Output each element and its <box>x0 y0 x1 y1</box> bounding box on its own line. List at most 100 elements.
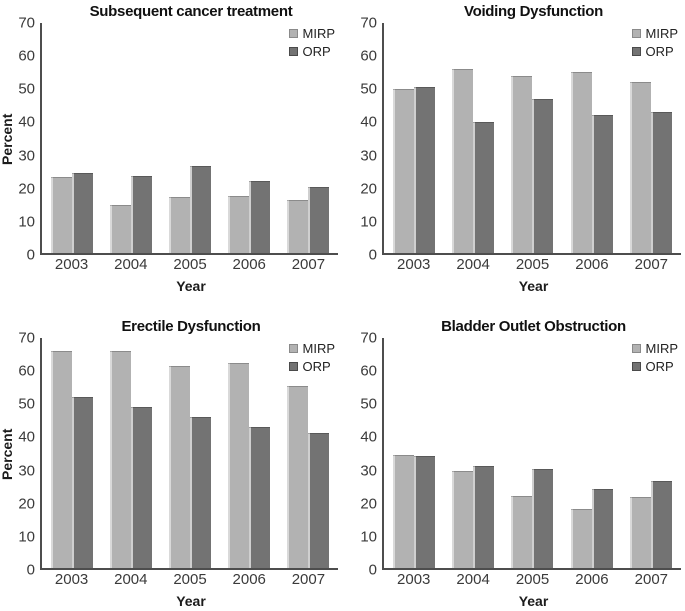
chart-panel-subsequent-cancer-treatment: Subsequent cancer treatment Percent 0 10 20 3… <box>0 0 342 300</box>
y-tick-label: 30 <box>18 462 35 480</box>
x-tick-label-2004: 2004 <box>114 571 148 588</box>
bar-mirp-2004 <box>452 471 474 568</box>
bar-orp-2003 <box>413 87 435 253</box>
bar-mirp-2007 <box>630 497 652 568</box>
y-tick-label: 60 <box>18 47 35 65</box>
bar-group-2003 <box>50 23 93 253</box>
bar-group-2006 <box>228 23 271 253</box>
legend-label-mirp: MIRP <box>645 341 679 356</box>
chart-body: 0 10 20 30 40 50 60 70 MIRP ORP <box>342 16 685 263</box>
y-tick-label: 70 <box>18 14 35 32</box>
legend-item-mirp: MIRP <box>288 26 336 41</box>
x-tick-label-2005: 2005 <box>515 571 550 588</box>
bar-orp-2006 <box>249 180 271 253</box>
y-axis-label-column: Percent <box>0 23 15 255</box>
legend-item-orp: ORP <box>631 45 679 58</box>
bar-mirp-2004 <box>109 205 131 253</box>
y-tick-label: 0 <box>368 561 377 579</box>
orp-legend-marker-icon <box>631 362 641 371</box>
y-tick-label: 20 <box>18 495 35 513</box>
x-axis-ticks: 2003 2004 2005 2006 2007 <box>0 255 342 274</box>
bar-groups <box>384 338 681 568</box>
legend-item-mirp: MIRP <box>631 27 678 40</box>
y-tick-label: 40 <box>18 428 35 446</box>
x-axis-ticks: 2003 2004 2005 2006 2007 <box>342 255 685 274</box>
y-axis-ticks: 0 10 20 30 40 50 60 70 <box>356 16 382 263</box>
x-tick-cells: 2003 2004 2005 2006 2007 <box>42 255 338 274</box>
x-axis-spacer <box>342 570 384 589</box>
y-tick-label: 60 <box>18 362 35 380</box>
orp-legend-marker-icon <box>631 47 641 56</box>
legend: MIRP ORP <box>288 26 336 58</box>
y-tick-label: 20 <box>18 180 35 198</box>
chart-panel-voiding-dysfunction: Voiding Dysfunction 0 10 20 30 40 50 60 70 MIRP OR… <box>342 0 685 300</box>
y-tick-label: 10 <box>360 213 377 231</box>
bar-group-2004 <box>452 23 495 253</box>
y-tick-label: 40 <box>360 428 377 446</box>
chart-body: Percent 0 10 20 30 40 50 60 70 MIRP ORP <box>0 331 342 578</box>
legend: MIRP ORP <box>631 27 679 58</box>
plot-area: MIRP ORP <box>40 23 338 255</box>
x-tick-label-2004: 2004 <box>456 571 490 588</box>
bar-group-2005 <box>511 338 554 568</box>
bar-orp-2004 <box>130 407 152 568</box>
x-tick-label-2003: 2003 <box>397 256 431 273</box>
mirp-legend-marker-icon <box>631 29 641 38</box>
bar-orp-2004 <box>473 466 495 568</box>
bar-mirp-2005 <box>168 365 190 568</box>
y-tick-label: 70 <box>18 329 35 347</box>
chart-title: Erectile Dysfunction <box>121 318 261 335</box>
bar-groups <box>42 23 338 253</box>
x-tick-label-2007: 2007 <box>291 571 326 588</box>
plot-area: MIRP ORP <box>382 23 681 255</box>
bar-mirp-2006 <box>570 72 592 253</box>
x-tick-label-2005: 2005 <box>515 256 550 273</box>
y-axis-ticks: 0 10 20 30 40 50 60 70 <box>356 331 382 578</box>
legend-item-mirp: MIRP <box>288 341 336 356</box>
plot-area: MIRP ORP <box>40 338 338 570</box>
bar-group-2004 <box>109 23 152 253</box>
y-tick-label: 70 <box>360 14 377 32</box>
bar-group-2005 <box>511 23 554 253</box>
bar-mirp-2007 <box>287 200 309 253</box>
x-tick-label-2006: 2006 <box>575 256 609 273</box>
y-axis-label: Percent <box>0 428 15 480</box>
y-tick-label: 30 <box>360 147 377 165</box>
y-axis-ticks: 0 10 20 30 40 50 60 70 <box>14 331 40 578</box>
legend-label-mirp: MIRP <box>302 341 336 356</box>
bar-orp-2006 <box>249 426 271 568</box>
bar-mirp-2007 <box>287 385 309 568</box>
bar-mirp-2006 <box>228 195 250 253</box>
bar-group-2004 <box>109 338 152 568</box>
bar-orp-2005 <box>532 98 554 253</box>
x-axis-spacer <box>0 255 42 274</box>
y-tick-label: 50 <box>360 80 377 98</box>
x-axis-ticks: 2003 2004 2005 2006 2007 <box>0 570 342 589</box>
y-tick-label: 10 <box>18 528 35 546</box>
bar-mirp-2004 <box>452 69 474 253</box>
plot-area: MIRP ORP <box>382 338 681 570</box>
x-tick-label-2004: 2004 <box>114 256 148 273</box>
orp-legend-marker-icon <box>288 362 298 371</box>
bar-mirp-2003 <box>50 177 72 253</box>
x-axis-label: Year <box>176 278 206 294</box>
x-tick-label-2007: 2007 <box>634 571 669 588</box>
bar-orp-2003 <box>71 397 93 568</box>
bar-orp-2005 <box>189 416 211 568</box>
bar-mirp-2003 <box>50 351 72 568</box>
y-tick-label: 70 <box>360 329 377 347</box>
chart-body: Percent 0 10 20 30 40 50 60 70 MIRP ORP <box>0 16 342 263</box>
legend-label-mirp: MIRP <box>302 26 336 41</box>
bar-orp-2006 <box>591 115 613 253</box>
x-axis-spacer <box>342 255 384 274</box>
y-axis-label-column <box>342 338 356 570</box>
y-axis-label: Percent <box>0 113 15 165</box>
y-tick-label: 20 <box>360 180 377 198</box>
bar-group-2006 <box>570 338 613 568</box>
y-axis-label-column <box>342 23 356 255</box>
bar-group-2005 <box>168 23 211 253</box>
y-tick-label: 50 <box>360 395 377 413</box>
bar-orp-2005 <box>189 165 211 253</box>
x-tick-label-2006: 2006 <box>575 571 609 588</box>
